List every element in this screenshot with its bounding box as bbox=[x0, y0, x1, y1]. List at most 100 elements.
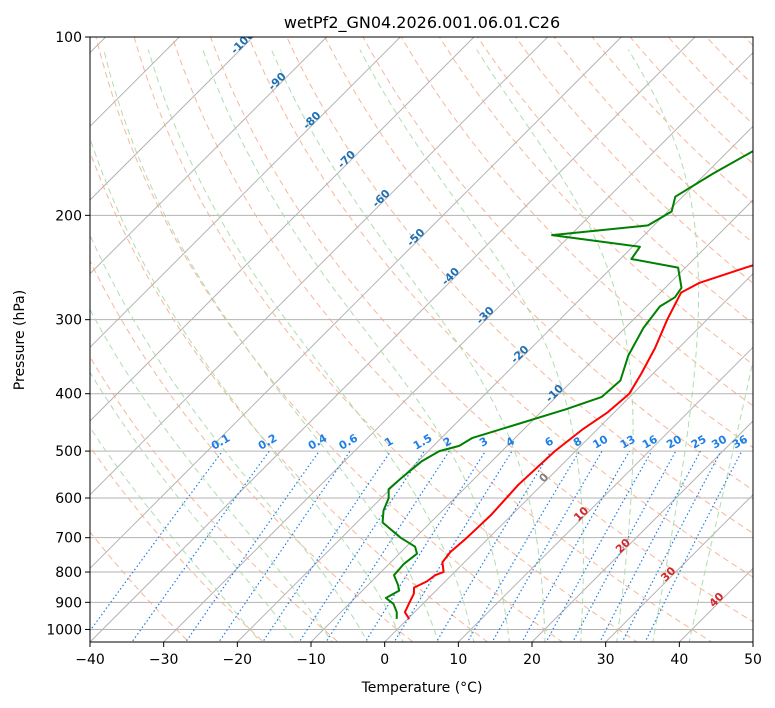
moist-adiabat bbox=[90, 233, 369, 642]
dry-adiabat bbox=[629, 37, 753, 165]
dry-adiabat-label: -30 bbox=[474, 304, 497, 327]
moist-adiabat bbox=[103, 49, 440, 642]
isotherm-line bbox=[752, 641, 753, 642]
isotherm-line bbox=[90, 37, 401, 349]
mixing-ratio-line bbox=[90, 450, 223, 632]
moist-adiabat bbox=[90, 308, 333, 642]
mixing-ratio-label: 1.5 bbox=[411, 432, 434, 453]
dry-adiabat bbox=[553, 37, 753, 244]
dry-adiabat bbox=[668, 37, 753, 125]
dry-adiabat-label: -60 bbox=[370, 187, 393, 210]
mixing-ratio-label: 30 bbox=[709, 432, 729, 451]
mixing-ratio-line bbox=[435, 450, 552, 642]
x-tick-label: −40 bbox=[75, 652, 105, 668]
dry-adiabat-label: -40 bbox=[439, 265, 462, 288]
y-axis: 100 200 300 400 500 600 700 800 900 1000 bbox=[46, 30, 90, 638]
dry-adiabat bbox=[210, 37, 753, 623]
y-tick-label: 500 bbox=[55, 444, 82, 460]
chart-title: wetPf2_GN04.2026.001.06.01.C26 bbox=[284, 13, 560, 33]
x-tick-label: 40 bbox=[670, 652, 688, 668]
dry-adiabat-label: -100 bbox=[228, 28, 257, 57]
moist-adiabat bbox=[147, 49, 475, 642]
dry-adiabat bbox=[90, 445, 265, 642]
isotherm-line bbox=[90, 37, 475, 422]
dry-adiabat bbox=[133, 37, 638, 642]
x-axis: −40 −30 −20 −10 0 10 20 30 40 50 bbox=[75, 642, 762, 668]
plot-area: 0.1 0.2 0.4 0.6 1 1.5 2 3 4 6 8 10 13 16 20 25 30 36-100-… bbox=[90, 28, 753, 642]
mixing-ratio-label: 0.4 bbox=[306, 431, 330, 452]
moist-adiabat bbox=[90, 426, 261, 642]
mixing-ratio-line bbox=[545, 450, 653, 642]
mixing-ratio-line bbox=[298, 450, 425, 642]
dry-adiabat-label: -10 bbox=[543, 382, 566, 405]
mixing-ratio-label: 16 bbox=[640, 432, 660, 451]
dry-adiabat bbox=[515, 37, 753, 284]
isotherm-line bbox=[90, 37, 696, 642]
moist-adiabat bbox=[90, 136, 404, 642]
isotherm-line bbox=[678, 567, 753, 642]
mixing-ratio-line bbox=[491, 450, 603, 642]
dry-adiabat bbox=[95, 37, 564, 642]
y-tick-label: 200 bbox=[55, 208, 82, 224]
dry-adiabat bbox=[400, 37, 753, 407]
y-tick-label: 1000 bbox=[46, 622, 82, 638]
dry-adiabat bbox=[171, 37, 713, 642]
isotherm-line bbox=[605, 493, 753, 642]
isotherm-line bbox=[90, 37, 622, 570]
mixing-ratio-line bbox=[184, 450, 320, 642]
dry-adiabat bbox=[90, 259, 414, 642]
y-tick-label: 100 bbox=[55, 30, 82, 46]
dry-adiabat bbox=[706, 37, 753, 86]
mixing-ratio-line bbox=[218, 450, 351, 642]
moist-adiabat bbox=[476, 49, 634, 642]
y-tick-label: 300 bbox=[55, 313, 82, 329]
mixing-ratio-line bbox=[325, 450, 450, 642]
moist-adiabat bbox=[202, 49, 510, 642]
moist-adiabat bbox=[359, 49, 584, 642]
mixing-ratio-line bbox=[466, 450, 580, 642]
mixing-ratio-label: 20 bbox=[664, 432, 684, 451]
x-tick-label: −10 bbox=[296, 652, 326, 668]
isotherm-line bbox=[90, 37, 328, 275]
isotherm-line bbox=[457, 346, 753, 642]
isotherm-line bbox=[531, 420, 753, 642]
dry-adiabat-label: -90 bbox=[266, 70, 289, 93]
mixing-ratio-line bbox=[131, 450, 270, 642]
moist-adiabat bbox=[90, 371, 297, 642]
x-tick-label: 20 bbox=[523, 652, 541, 668]
isotherm-line bbox=[384, 272, 753, 642]
dry-adiabat-label: 20 bbox=[613, 536, 633, 556]
dry-adiabat-label: -20 bbox=[508, 343, 531, 366]
isotherm-line bbox=[310, 199, 753, 642]
moist-adiabat bbox=[627, 49, 700, 642]
dry-adiabat bbox=[362, 37, 753, 449]
temperature-profile bbox=[403, 264, 753, 620]
x-tick-label: −20 bbox=[223, 652, 253, 668]
isotherm-line bbox=[163, 51, 753, 642]
dry-adiabat bbox=[324, 37, 753, 491]
dry-adiabat-label: -80 bbox=[300, 109, 323, 132]
mixing-ratio-label: 6 bbox=[543, 434, 556, 449]
y-tick-label: 400 bbox=[55, 387, 82, 403]
x-tick-label: −30 bbox=[149, 652, 179, 668]
isotherm-line bbox=[90, 37, 549, 496]
mixing-ratio-line bbox=[262, 450, 392, 642]
dry-adiabat-label: -70 bbox=[335, 148, 358, 171]
dry-adiabat bbox=[90, 531, 190, 642]
y-axis-label: Pressure (hPa) bbox=[12, 290, 28, 390]
dry-adiabat-label: 40 bbox=[707, 590, 727, 610]
x-tick-label: 30 bbox=[597, 652, 615, 668]
x-tick-label: 50 bbox=[744, 652, 762, 668]
isotherm-line bbox=[90, 37, 254, 201]
dry-adiabat bbox=[591, 37, 753, 204]
dry-adiabat bbox=[438, 37, 753, 366]
x-axis-label: Temperature (°C) bbox=[361, 680, 483, 696]
dry-adiabat bbox=[248, 37, 753, 578]
x-tick-label: 0 bbox=[380, 652, 389, 668]
moist-adiabat bbox=[270, 49, 546, 642]
dry-adiabat bbox=[90, 150, 489, 642]
dry-adiabat bbox=[477, 37, 753, 325]
y-tick-label: 900 bbox=[55, 595, 82, 611]
y-tick-label: 800 bbox=[55, 565, 82, 581]
